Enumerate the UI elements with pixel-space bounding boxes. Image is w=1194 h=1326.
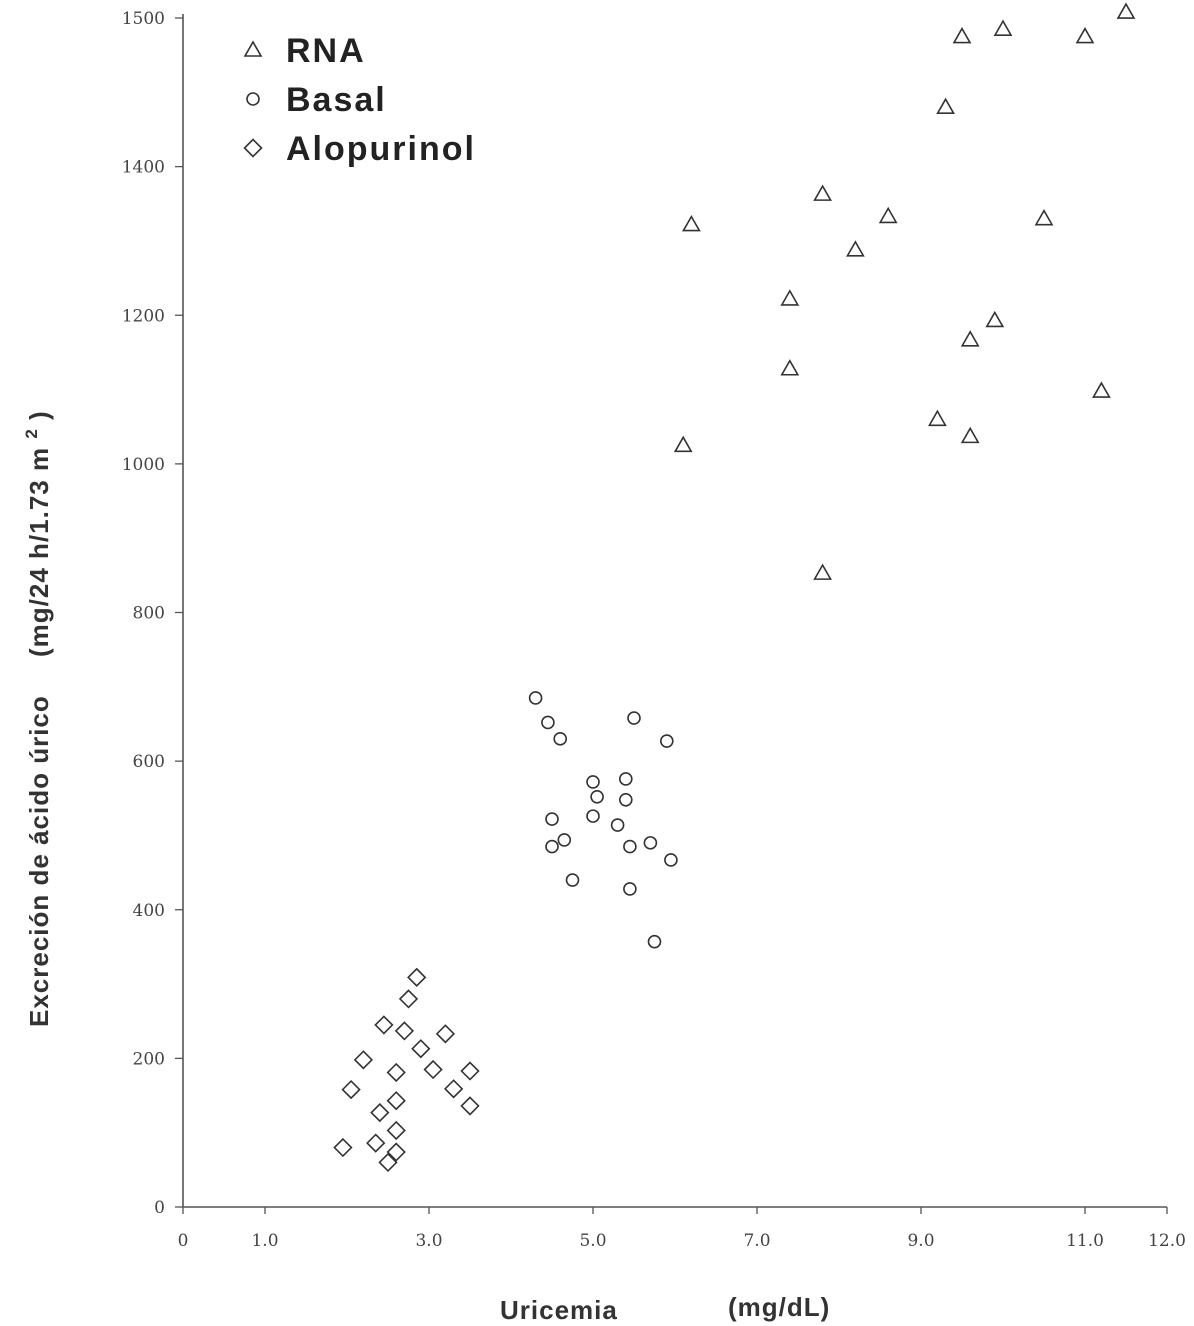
alopurinol-point [333,1137,353,1158]
rna-point [985,310,1005,328]
rna-point [928,409,947,427]
y-tick-label: 200 [133,1049,165,1069]
y-tick-label: 1200 [122,306,165,326]
legend: RNA Basal Alopurinol [243,32,476,168]
y-tick-label: 0 [154,1198,165,1218]
alopurinol-point [386,1120,406,1141]
y-tick-label: 400 [133,901,165,921]
legend-circle-icon [246,92,260,106]
y-axis-label: Excreción de ácido úrico [24,695,54,1027]
basal-point [586,775,600,789]
alopurinol-point [407,967,427,988]
series-basal [528,691,678,949]
basal-point [610,818,625,832]
alopurinol-point [423,1059,443,1080]
basal-point [618,772,633,786]
basal-point [528,691,543,705]
y-axis-title: Excreción de ácido úrico (mg/24 h/1.73 m… [13,410,54,1027]
rna-point [1034,209,1054,226]
y-axis-unit: (mg/24 h/1.73 m [24,447,54,657]
alopurinol-point [353,1050,374,1070]
rna-point [993,19,1013,36]
alopurinol-point [374,1015,394,1035]
rna-point [673,435,693,453]
basal-point [647,934,662,949]
legend-diamond-icon [243,138,263,158]
alopurinol-point [435,1024,456,1044]
basal-point [590,789,604,804]
rna-point [952,26,972,44]
rna-point [813,563,832,580]
alopurinol-point [386,1062,406,1083]
alopurinol-point [366,1133,386,1153]
y-tick-label: 1500 [122,9,165,29]
rna-point [960,426,980,444]
rna-point [936,97,955,114]
rna-point [780,289,800,306]
rna-point [878,206,898,224]
legend-label-alopurinol: Alopurinol [286,130,476,168]
x-axis-title: Uricemia [500,1295,618,1325]
x-tick-label: 5.0 [579,1231,606,1251]
x-tick-label: 7.0 [743,1231,770,1251]
x-tick-label: 1.0 [251,1231,278,1251]
basal-point [627,711,641,725]
basal-point [623,839,637,854]
rna-point [1116,2,1136,19]
basal-point [623,882,637,896]
alopurinol-point [411,1039,431,1059]
axes [182,14,1167,1208]
legend-triangle-icon [243,40,263,57]
alopurinol-point [341,1079,361,1100]
basal-point [618,792,633,807]
x-tick-label: 9.0 [907,1231,934,1251]
y-axis-unit-superscript: 2 [22,428,41,438]
y-tick-label: 600 [133,752,165,772]
alopurinol-point [460,1061,480,1081]
legend-label-rna: RNA [286,32,366,70]
alopurinol-point [378,1152,398,1173]
x-tick-label: 11.0 [1066,1231,1104,1251]
basal-point [659,734,674,748]
legend-label-basal: Basal [286,81,387,119]
alopurinol-point [394,1021,415,1041]
series-rna [673,2,1136,580]
alopurinol-point [443,1079,464,1099]
rna-point [846,240,865,257]
rna-point [682,214,701,232]
x-tick-label: 0 [178,1231,189,1251]
rna-point [813,184,832,201]
y-axis-ticks: 0 200 400 600 800 1000 1200 1400 1500 [122,9,183,1218]
rna-point [1075,26,1095,44]
basal-point [643,836,658,850]
x-axis-ticks: 0 1.0 3.0 5.0 7.0 9.0 11.0 12.0 [178,1207,1186,1251]
data-points [333,2,1136,1173]
alopurinol-point [398,989,419,1009]
x-tick-label: 3.0 [415,1231,442,1251]
basal-point [545,839,559,854]
basal-point [565,873,580,887]
alopurinol-point [386,1091,406,1111]
basal-point [664,853,678,867]
basal-point [541,715,555,730]
rna-point [960,330,980,347]
x-axis-unit: (mg/dL) [728,1292,830,1322]
rna-point [1092,381,1111,398]
series-alopurinol [333,967,480,1173]
rna-point [780,359,800,376]
alopurinol-point [460,1096,480,1116]
alopurinol-point [386,1142,406,1162]
basal-point [545,812,559,826]
basal-point [586,809,600,823]
alopurinol-point [370,1102,390,1123]
y-tick-label: 1400 [122,158,165,178]
x-tick-label: 12.0 [1148,1231,1186,1251]
y-tick-label: 800 [133,604,165,624]
basal-point [557,833,572,847]
y-tick-label: 1000 [122,455,165,475]
basal-point [553,732,568,746]
y-axis-unit-close: ) [24,410,54,420]
